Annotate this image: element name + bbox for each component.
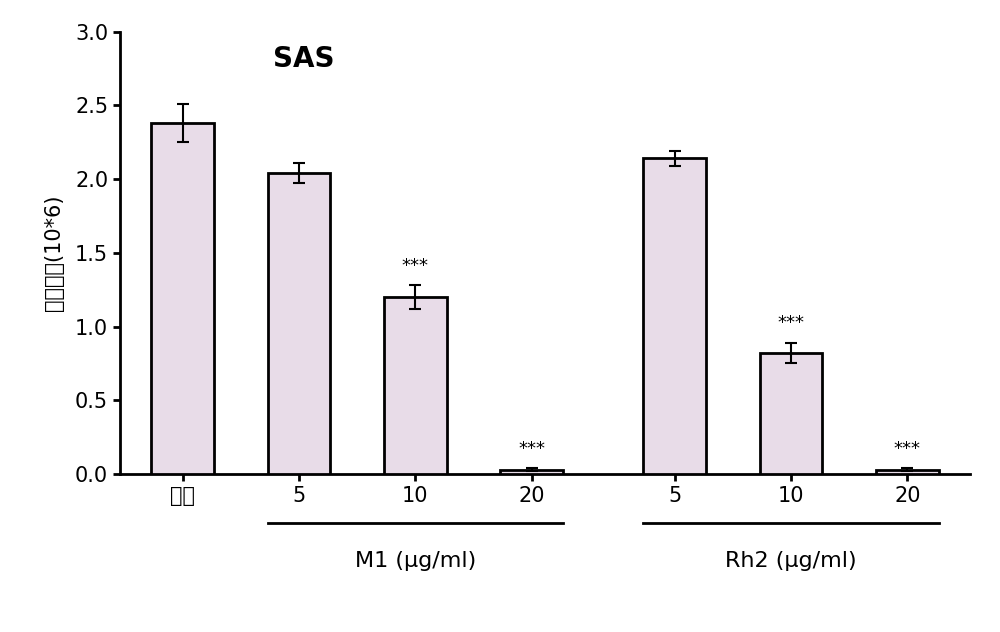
Text: ***: *** (402, 257, 429, 275)
Bar (500, 470, 563, 474)
Bar (384, 297, 447, 474)
Bar (760, 353, 822, 474)
Text: ***: *** (778, 315, 805, 332)
Text: ***: *** (518, 440, 545, 458)
Bar (151, 123, 214, 474)
Bar (268, 173, 330, 474)
Text: ***: *** (894, 440, 921, 458)
Y-axis label: 细胞数量(10*6): 细胞数量(10*6) (44, 195, 64, 311)
Bar (643, 159, 706, 474)
Text: M1 (μg/ml): M1 (μg/ml) (355, 550, 476, 571)
Text: SAS: SAS (273, 45, 334, 73)
Text: Rh2 (μg/ml): Rh2 (μg/ml) (725, 550, 857, 571)
Bar (876, 470, 939, 474)
